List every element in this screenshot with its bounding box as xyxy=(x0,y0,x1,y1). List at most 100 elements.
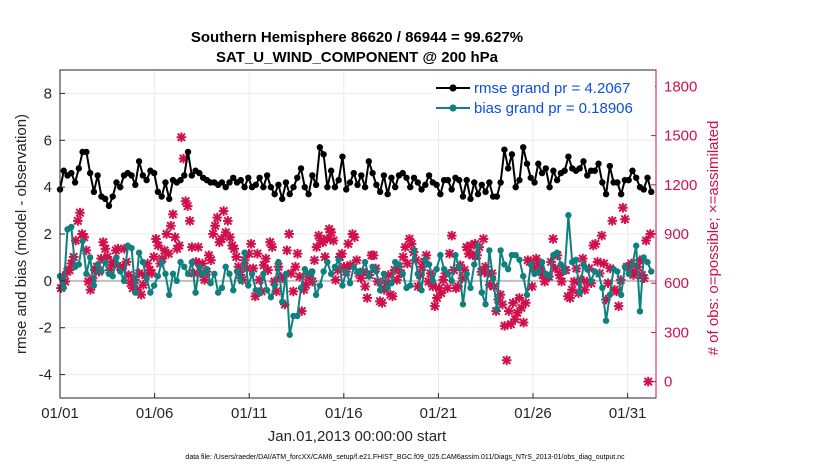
bias-point xyxy=(166,291,173,299)
bias-point xyxy=(520,272,527,280)
rmse-point xyxy=(591,167,598,174)
bias-point xyxy=(486,247,493,254)
rmse-point xyxy=(105,202,113,210)
rmse-point xyxy=(324,183,331,191)
rmse-point xyxy=(467,195,474,203)
x-tick-label: 01/11 xyxy=(231,405,267,422)
bias-point xyxy=(260,270,267,278)
y-right-tick-label: 0 xyxy=(664,374,672,391)
obs-marker xyxy=(351,255,362,266)
bias-point xyxy=(301,265,308,273)
bias-point xyxy=(538,258,546,266)
rmse-point xyxy=(237,176,244,184)
obs-marker xyxy=(252,248,263,259)
obs-marker xyxy=(176,132,187,143)
rmse-point xyxy=(369,169,376,177)
rmse-point xyxy=(629,167,636,174)
rmse-point xyxy=(297,165,305,172)
bias-point xyxy=(516,256,523,263)
bias-point xyxy=(561,268,568,275)
obs-marker xyxy=(100,243,111,254)
rmse-point xyxy=(245,174,252,181)
bias-point xyxy=(459,301,467,308)
rmse-point xyxy=(531,179,538,186)
obs-marker xyxy=(518,317,529,328)
obs-marker xyxy=(349,232,360,243)
obs-marker xyxy=(199,275,210,285)
bias-point xyxy=(218,284,226,292)
bias-point xyxy=(199,270,207,278)
bias-point xyxy=(192,289,199,296)
bias-point xyxy=(335,256,342,263)
obs-marker xyxy=(246,239,256,249)
rmse-point xyxy=(316,144,324,151)
obs-marker xyxy=(337,248,347,259)
obs-marker xyxy=(406,239,417,249)
bias-point xyxy=(68,223,75,231)
legend-box xyxy=(433,73,655,119)
rmse-point xyxy=(410,174,418,181)
rmse-point xyxy=(226,179,233,186)
obs-marker xyxy=(208,229,218,239)
bias-point xyxy=(463,270,470,278)
rmse-point xyxy=(376,188,384,196)
bias-point xyxy=(512,251,519,259)
rmse-point xyxy=(640,186,647,193)
obs-marker xyxy=(290,262,301,272)
rmse-point xyxy=(422,181,429,188)
obs-marker xyxy=(618,202,628,213)
bias-point xyxy=(617,291,625,299)
rmse-point xyxy=(188,172,196,179)
rmse-point xyxy=(516,176,523,184)
bias-point xyxy=(471,261,478,268)
bias-point xyxy=(425,261,433,268)
rmse-point xyxy=(68,169,75,177)
rmse-point xyxy=(474,190,482,198)
bias-point xyxy=(188,258,196,266)
rmse-point xyxy=(312,181,320,188)
rmse-point xyxy=(504,165,512,172)
obs-marker xyxy=(326,227,337,238)
rmse-point xyxy=(478,181,485,188)
obs-marker xyxy=(436,288,446,298)
bias-point xyxy=(320,268,327,275)
obs-marker xyxy=(161,229,172,239)
bias-point xyxy=(584,265,591,273)
obs-marker xyxy=(85,284,96,295)
bias-point xyxy=(173,277,180,285)
obs-marker xyxy=(596,230,607,241)
bias-point xyxy=(602,317,610,324)
rmse-point xyxy=(535,160,542,167)
rmse-point xyxy=(90,188,98,196)
bias-point xyxy=(226,270,233,278)
bias-point xyxy=(535,268,542,275)
bias-point xyxy=(139,258,147,266)
rmse-point xyxy=(486,179,493,186)
bias-point xyxy=(128,244,135,252)
x-tick-label: 01/16 xyxy=(325,405,363,422)
obs-marker xyxy=(149,252,159,262)
rmse-point xyxy=(471,179,478,186)
bias-point xyxy=(557,261,565,268)
rmse-point xyxy=(512,183,519,191)
bias-point xyxy=(135,249,143,256)
bias-point xyxy=(452,251,459,259)
rmse-point xyxy=(343,186,350,193)
rmse-point xyxy=(407,183,414,191)
rmse-point xyxy=(143,176,150,184)
y-right-tick-label: 600 xyxy=(664,275,689,292)
rmse-point xyxy=(617,190,625,198)
chart-subtitle: SAT_U_WIND_COMPONENT @ 200 hPa xyxy=(216,49,499,66)
obs-marker xyxy=(307,276,318,287)
rmse-point xyxy=(584,172,591,179)
rmse-point xyxy=(527,174,534,181)
bias-point xyxy=(388,280,395,287)
bias-point xyxy=(625,270,632,278)
y-right-tick-label: 1200 xyxy=(664,177,697,194)
bias-point xyxy=(599,284,606,292)
rmse-point xyxy=(497,179,504,186)
x-tick-label: 01/06 xyxy=(136,405,174,422)
rmse-point xyxy=(523,160,531,167)
y-right-tick-label: 300 xyxy=(664,324,689,341)
obs-marker xyxy=(368,250,379,261)
